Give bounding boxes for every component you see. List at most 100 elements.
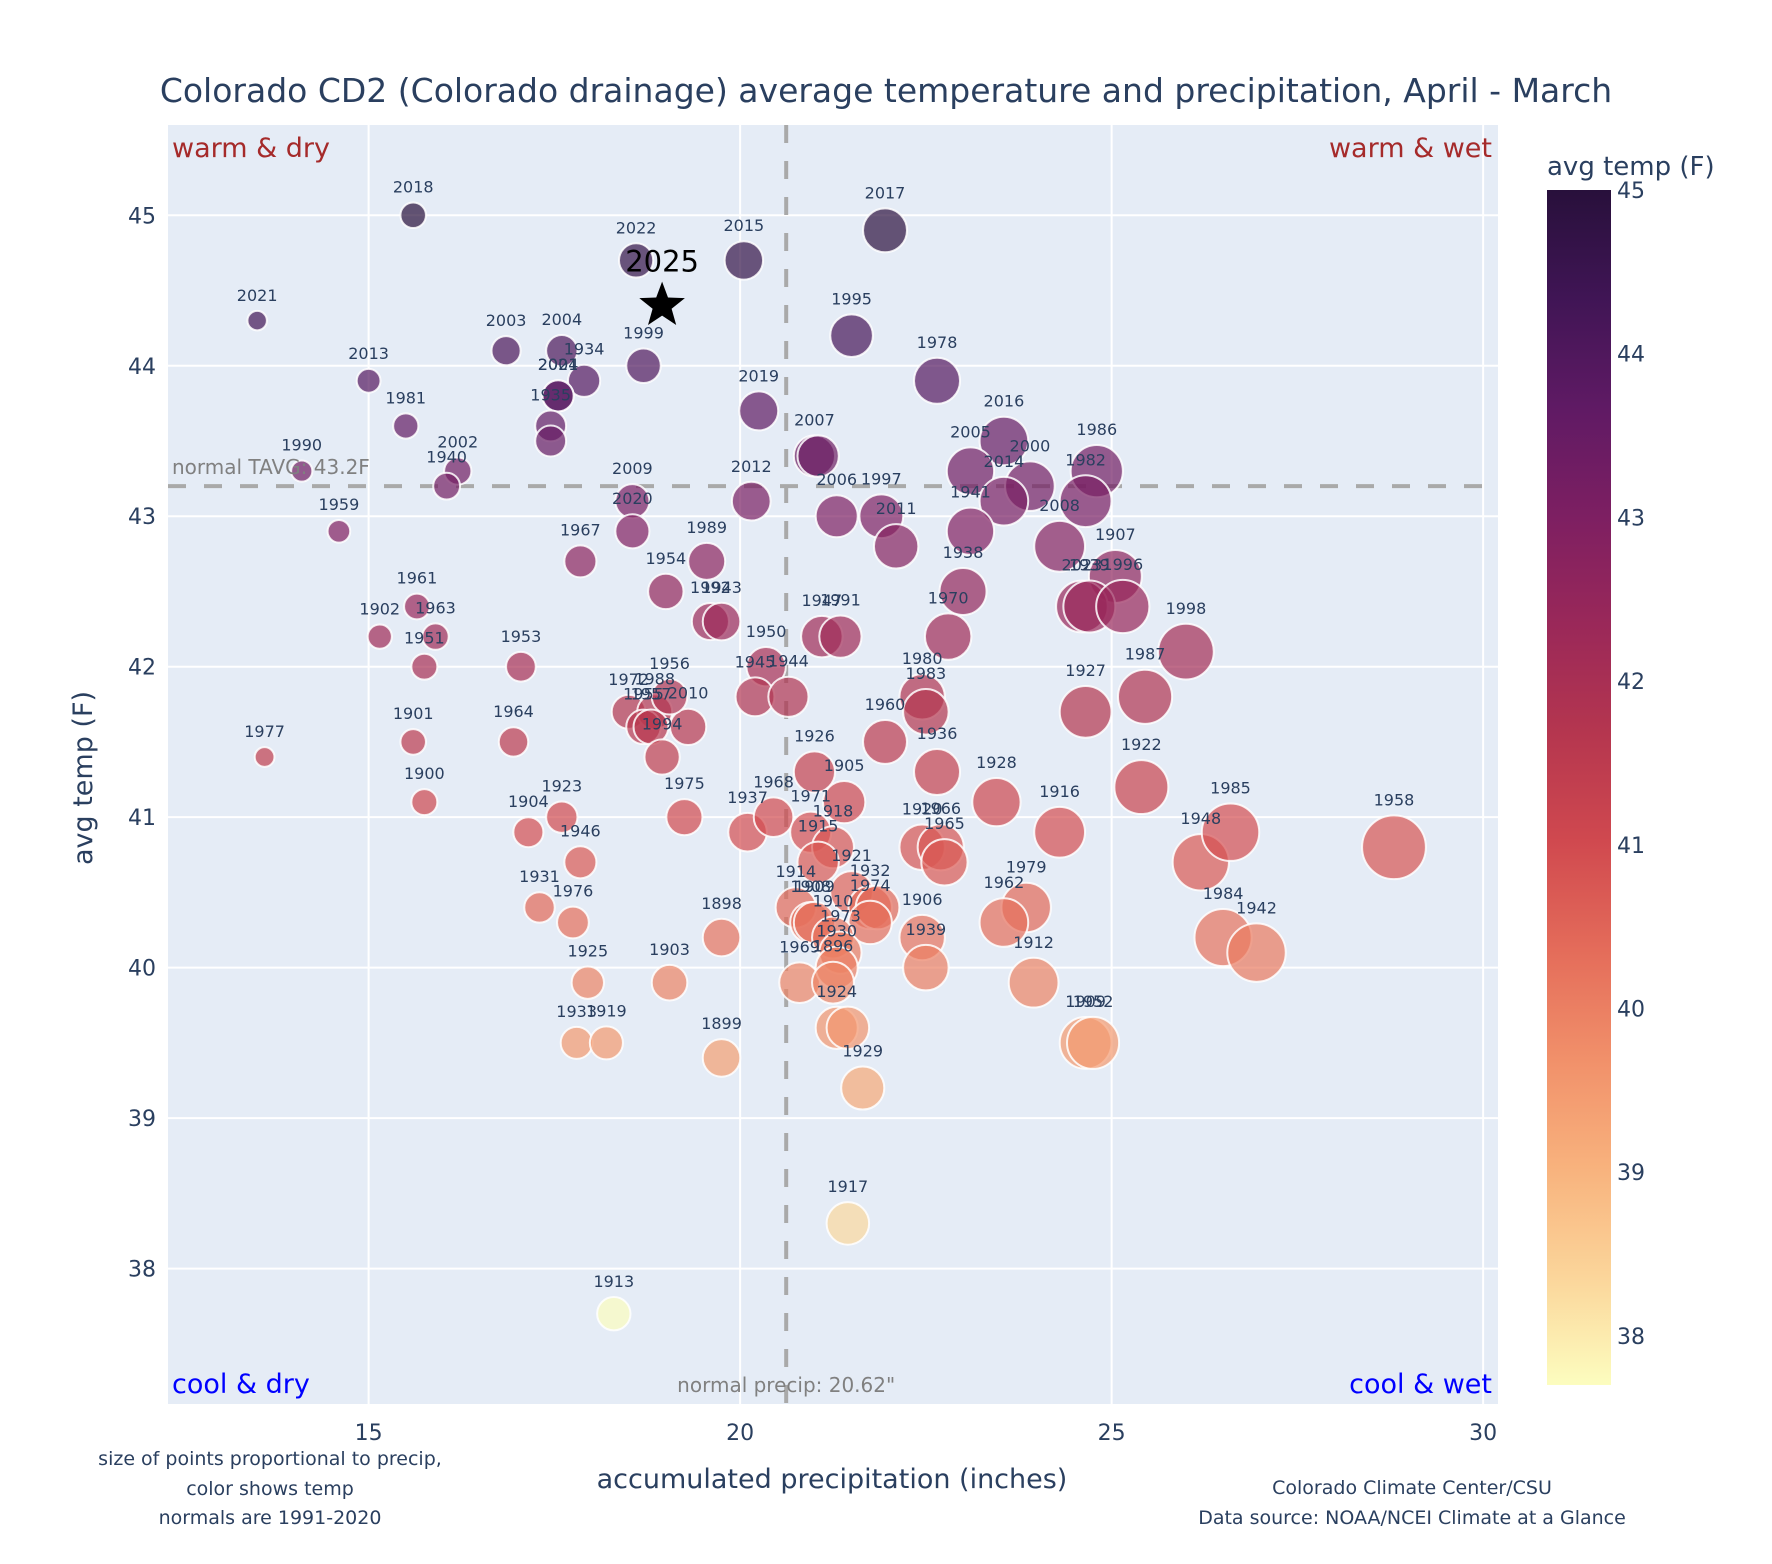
normal-lines [168, 125, 1498, 1404]
point-label: 1896 [813, 937, 854, 956]
data-point [392, 412, 420, 440]
point-label: 2011 [876, 499, 917, 518]
data-point [563, 544, 598, 579]
point-label: 1946 [560, 821, 601, 840]
data-point [410, 788, 439, 817]
point-label: 1995 [831, 289, 872, 308]
point-label: 1994 [642, 714, 683, 733]
point-label: 1937 [727, 788, 768, 807]
y-axis-ticks: 38 39 40 41 42 43 44 45 [128, 204, 156, 1282]
x-tick-label: 30 [1469, 1421, 1497, 1446]
data-point [326, 518, 352, 544]
data-point [570, 965, 605, 1000]
data-point [923, 612, 973, 661]
point-label: 2019 [738, 366, 779, 385]
point-label: 2004 [541, 310, 582, 329]
data-point [505, 650, 537, 683]
point-label: 1968 [753, 772, 794, 791]
point-label: 1927 [1065, 661, 1106, 680]
chart-title: Colorado CD2 (Colorado drainage) average… [160, 71, 1612, 110]
data-point [668, 707, 708, 747]
point-label: 2009 [612, 459, 653, 478]
point-label: 2017 [865, 183, 906, 202]
point-label: 1939 [1069, 556, 1110, 575]
point-label: 1929 [842, 1041, 883, 1060]
point-label: 1943 [701, 578, 742, 597]
data-point [559, 1025, 594, 1060]
point-label: 1980 [902, 649, 943, 668]
point-label: 1990 [281, 435, 322, 454]
point-label: 1984 [1203, 884, 1244, 903]
point-label: 1955 [623, 685, 664, 704]
point-label: 2016 [984, 392, 1025, 411]
data-point [913, 748, 962, 797]
data-point [545, 334, 579, 368]
data-point [701, 1038, 742, 1078]
data-point [650, 963, 689, 1002]
point-label: 1913 [593, 1272, 634, 1291]
data-point [399, 728, 427, 756]
point-label: 1904 [508, 792, 549, 811]
point-label: 1982 [1065, 450, 1106, 469]
point-label: 1961 [397, 569, 438, 588]
point-label: 1901 [393, 704, 434, 723]
point-label: 1920 [902, 800, 943, 819]
colorbar-title: avg temp (F) [1547, 152, 1715, 182]
data-point [1157, 622, 1215, 681]
data-point [825, 1201, 871, 1246]
data-point [410, 652, 439, 681]
data-point [978, 475, 1030, 527]
data-point [825, 1005, 871, 1051]
point-label: 1914 [775, 862, 816, 881]
data-point [730, 480, 772, 522]
data-point [945, 446, 996, 496]
data-point [920, 838, 969, 887]
point-label: 1944 [768, 652, 809, 671]
data-point [978, 415, 1030, 467]
quadrant-label-cool-dry: cool & dry [172, 1369, 310, 1400]
point-label: 2023 [1062, 556, 1103, 575]
data-point [814, 494, 859, 539]
point-label: 1916 [1039, 782, 1080, 801]
point-label: 1998 [1166, 599, 1207, 618]
y-tick-label: 39 [128, 1107, 156, 1132]
x-tick-label: 20 [726, 1421, 754, 1446]
data-point [421, 622, 450, 651]
point-label: 1923 [541, 776, 582, 795]
point-label: 2022 [616, 218, 657, 237]
point-label: 1971 [790, 787, 831, 806]
point-label: 2001 [538, 355, 579, 374]
point-label: 2006 [816, 470, 857, 489]
data-point [1117, 668, 1174, 725]
data-point [366, 623, 393, 650]
data-point [355, 367, 382, 394]
point-label: 1915 [798, 817, 839, 836]
point-label: 1963 [415, 598, 456, 617]
point-label: 1940 [426, 448, 467, 467]
point-label: 1948 [1180, 809, 1221, 828]
data-point [1095, 578, 1151, 635]
point-label: 1964 [493, 702, 534, 721]
notes-right: Colorado Climate Center/CSU Data source:… [1198, 1477, 1626, 1529]
point-label: 1939 [906, 920, 947, 939]
data-point [978, 897, 1030, 948]
data-point [647, 572, 685, 611]
quadrant-label-cool-wet: cool & wet [1349, 1369, 1492, 1400]
data-point [796, 434, 840, 478]
colorbar-tick-label: 40 [1617, 997, 1645, 1022]
data-points [246, 201, 1427, 1332]
point-label: 1991 [820, 590, 861, 609]
point-label: 1974 [850, 876, 891, 895]
credit-org: Colorado Climate Center/CSU [1272, 1477, 1552, 1499]
data-point [687, 541, 727, 581]
data-point [643, 738, 681, 776]
data-point [1113, 759, 1170, 816]
point-label: 1996 [1102, 555, 1143, 574]
data-point [862, 207, 908, 254]
point-label: 1981 [385, 388, 426, 407]
data-point [566, 363, 602, 398]
y-tick-label: 40 [128, 957, 156, 982]
point-label: 1933 [556, 1002, 597, 1021]
point-label: 1970 [928, 588, 969, 607]
